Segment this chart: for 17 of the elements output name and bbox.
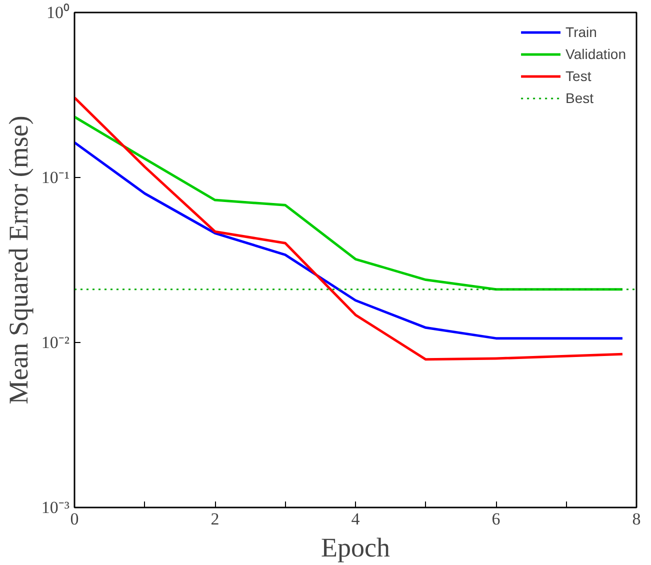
- y-tick-label: 10⁰: [46, 3, 70, 22]
- line-series: [74, 116, 624, 291]
- x-tick-label: 0: [70, 510, 79, 528]
- y-tick-label: 10⁻¹: [41, 168, 70, 187]
- x-tick-label: 6: [492, 510, 500, 528]
- x-tick-label: 8: [632, 510, 641, 528]
- y-tick-label: 10⁻³: [41, 498, 70, 517]
- x-axis-title: Epoch: [321, 532, 390, 562]
- legend-label: Train: [566, 24, 597, 40]
- y-tick-label: 10⁻²: [41, 333, 70, 352]
- legend-label: Validation: [566, 46, 626, 62]
- line-series: [74, 141, 624, 340]
- y-axis-title: Mean Squared Error (mse): [3, 116, 34, 404]
- legend-label: Best: [566, 90, 594, 106]
- x-tick-label: 2: [210, 510, 220, 528]
- legend-label: Test: [566, 68, 592, 84]
- x-tick-label: 4: [351, 510, 360, 528]
